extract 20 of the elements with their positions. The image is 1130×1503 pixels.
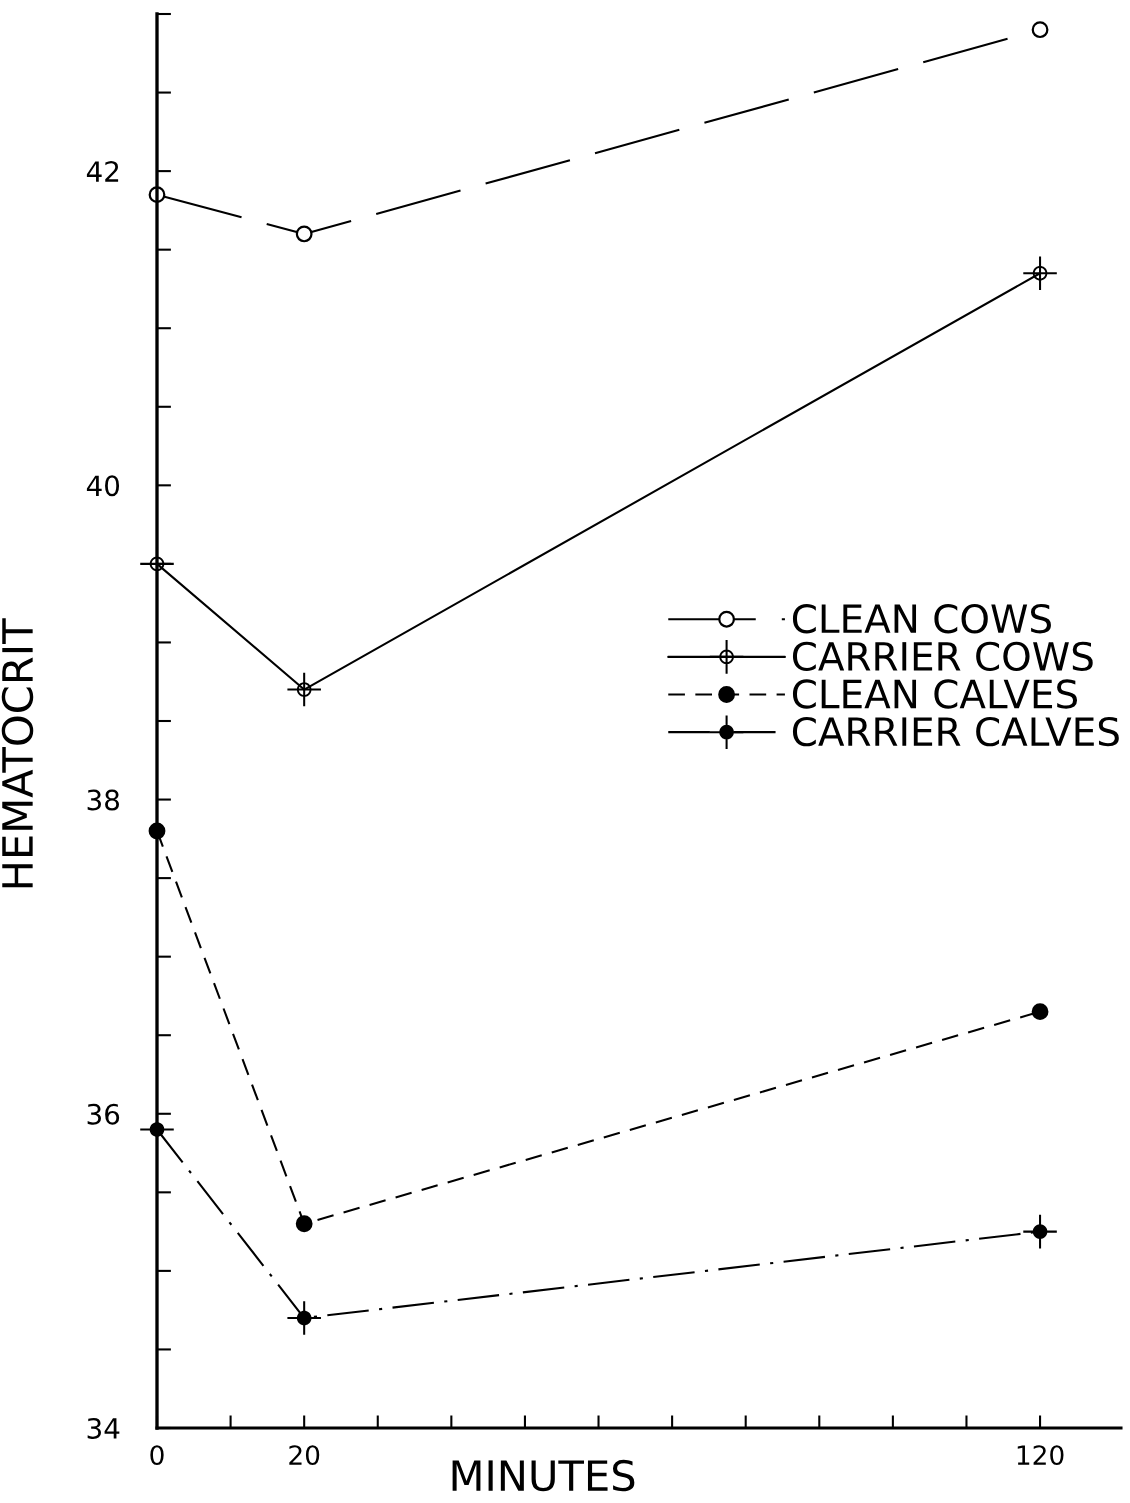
point (1031, 1003, 1049, 1021)
y-tick-label: 38 (87, 789, 119, 811)
legend-label: CLEAN CALVES (792, 679, 1078, 709)
point (295, 1215, 313, 1233)
point (295, 225, 313, 243)
legend-label: CARRIER CALVES (792, 716, 1119, 747)
point (1023, 256, 1057, 290)
legend-label: CLEAN COWS (792, 603, 1051, 634)
x-tick-label: 0 (150, 1445, 164, 1466)
y-tick-label: 36 (87, 1103, 120, 1125)
point (1031, 21, 1049, 39)
x-tick-label: 120 (1017, 1445, 1064, 1466)
legend-label: CARRIER COWS (792, 641, 1093, 672)
y-tick-label: 42 (86, 161, 119, 182)
y-tick-label: 34 (87, 1417, 120, 1439)
point (287, 672, 321, 707)
x-tick-label: 20 (289, 1445, 320, 1466)
y-tick-label: 40 (86, 475, 120, 497)
y-axis-title: HEMATOCRIT (1, 618, 34, 888)
x-axis-title: MINUTES (452, 1459, 635, 1492)
